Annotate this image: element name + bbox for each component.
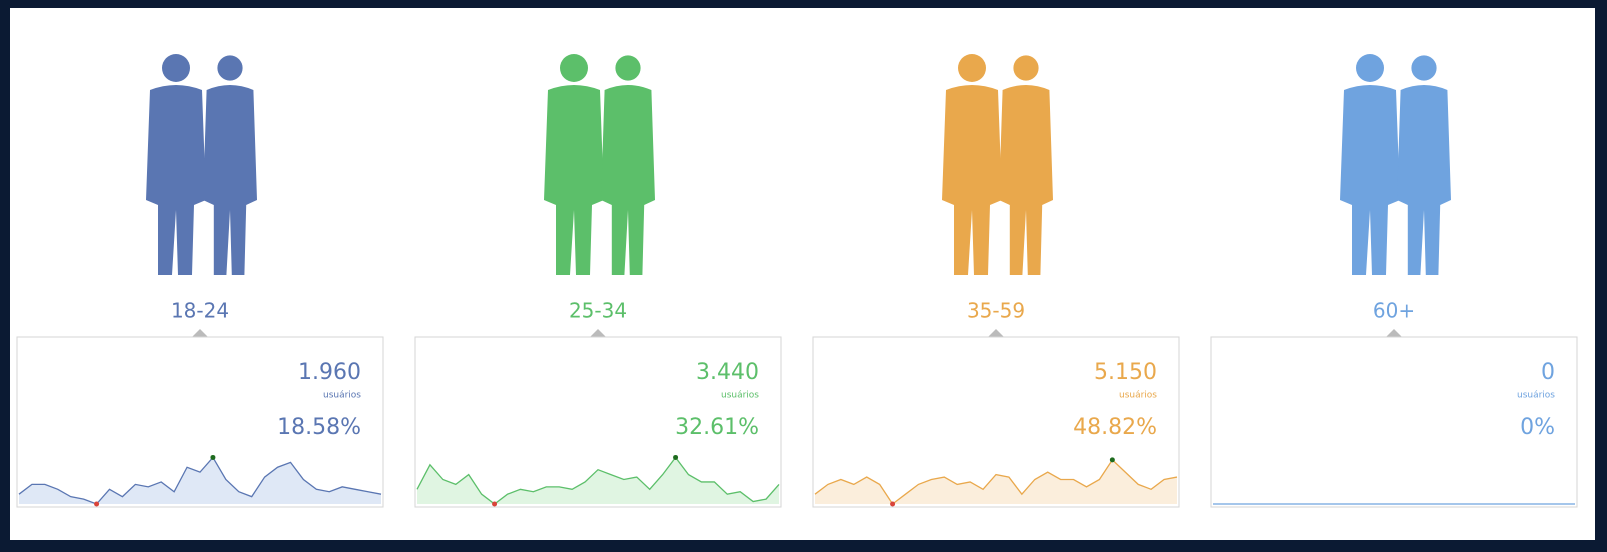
percent: 0%	[1520, 415, 1555, 440]
silhouette-head	[1013, 55, 1038, 80]
age-label: 60+	[1373, 299, 1415, 323]
silhouette-head	[1356, 54, 1384, 82]
users-count: 3.440	[696, 360, 759, 385]
percent: 48.82%	[1073, 415, 1157, 440]
users-unit: usuários	[721, 391, 759, 401]
users-count: 1.960	[298, 360, 361, 385]
users-unit: usuários	[1119, 391, 1157, 401]
silhouette-head	[162, 54, 190, 82]
age-widget: 18-24 1.960 usuários 18.58% 25-34 3.440 usuári…	[0, 0, 1607, 552]
min-point	[492, 502, 497, 507]
min-point	[94, 502, 99, 507]
users-count: 0	[1541, 360, 1555, 385]
silhouette-head	[1411, 55, 1436, 80]
min-point	[890, 502, 895, 507]
silhouette-head	[217, 55, 242, 80]
silhouette-head	[615, 55, 640, 80]
max-point	[1110, 457, 1115, 462]
percent: 18.58%	[277, 415, 361, 440]
page: 18-24 1.960 usuários 18.58% 25-34 3.440 usuári…	[0, 0, 1607, 552]
age-label: 18-24	[171, 299, 229, 323]
users-count: 5.150	[1094, 360, 1157, 385]
silhouette-head	[560, 54, 588, 82]
users-unit: usuários	[1517, 391, 1555, 401]
max-point	[673, 455, 678, 460]
silhouette-head	[958, 54, 986, 82]
percent: 32.61%	[675, 415, 759, 440]
users-unit: usuários	[323, 391, 361, 401]
age-label: 25-34	[569, 299, 627, 323]
age-label: 35-59	[967, 299, 1025, 323]
max-point	[210, 455, 215, 460]
